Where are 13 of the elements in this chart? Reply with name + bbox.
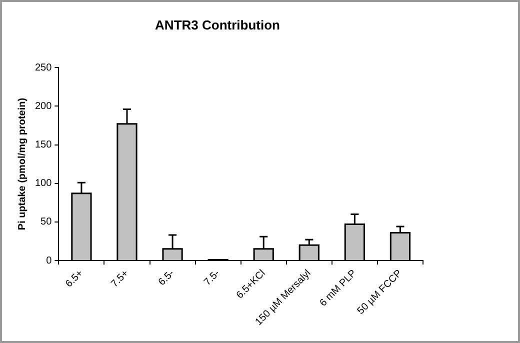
x-tick-label: 6.5-: [156, 268, 177, 288]
x-tick-label: 7.5+: [109, 268, 132, 290]
y-tick-label: 200: [34, 100, 52, 112]
y-tick-label: 50: [40, 216, 52, 228]
y-tick-label: 150: [34, 140, 52, 151]
y-tick-label: 0: [46, 255, 52, 266]
x-tick-label: 6 mM PLP: [318, 268, 359, 309]
y-axis-title: Pi uptake (pmol/mg protein): [16, 98, 28, 230]
y-tick-label: 250: [34, 62, 52, 74]
chart-title: ANTR3 Contribution: [155, 17, 280, 32]
x-tick-label: 6.5+: [64, 268, 86, 290]
y-tick-label: 100: [34, 178, 52, 190]
x-tick-label: 7.5-: [202, 268, 222, 288]
